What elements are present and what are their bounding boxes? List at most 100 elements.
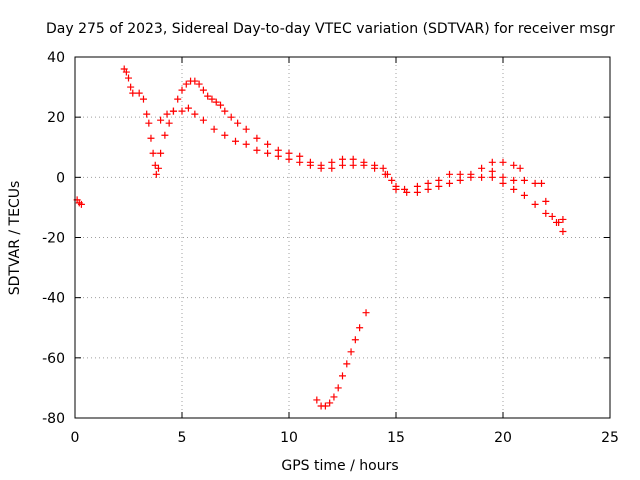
data-point <box>371 164 379 172</box>
data-point <box>139 95 147 103</box>
data-point <box>274 152 282 160</box>
x-tick-label: 15 <box>387 430 405 446</box>
data-point <box>145 119 153 127</box>
data-point <box>499 158 507 166</box>
data-point <box>184 104 192 112</box>
data-point <box>253 134 261 142</box>
data-point <box>520 191 528 199</box>
y-tick-label: -60 <box>42 351 65 367</box>
data-point <box>478 164 486 172</box>
data-point <box>520 176 528 184</box>
data-point <box>143 110 151 118</box>
data-point <box>165 119 173 127</box>
data-point <box>446 179 453 187</box>
data-point <box>274 146 282 154</box>
data-point <box>208 95 216 103</box>
data-point <box>510 176 518 184</box>
data-point <box>510 161 518 169</box>
data-point <box>334 384 342 392</box>
data-point <box>343 360 351 368</box>
series-right-branch <box>488 167 567 226</box>
data-point <box>413 182 421 190</box>
data-point <box>242 140 250 148</box>
data-point <box>542 209 550 217</box>
data-point <box>182 80 190 88</box>
data-point <box>221 107 229 115</box>
x-tick-label: 20 <box>494 430 512 446</box>
data-point <box>531 200 539 208</box>
data-point <box>328 158 336 166</box>
series-lower-track <box>157 104 567 235</box>
data-point <box>195 80 203 88</box>
data-point <box>151 161 159 169</box>
data-point <box>356 324 364 332</box>
data-point <box>339 372 346 380</box>
x-tick-label: 5 <box>178 430 187 446</box>
data-point <box>328 164 336 172</box>
data-point <box>362 309 370 317</box>
data-point <box>424 179 432 187</box>
data-point <box>347 348 355 356</box>
series-dip <box>313 309 370 410</box>
data-point <box>516 164 524 172</box>
data-point <box>467 173 475 181</box>
data-point <box>326 399 334 407</box>
data-point <box>339 161 346 169</box>
grid-lines <box>75 57 610 418</box>
data-point <box>232 137 239 145</box>
data-point <box>435 176 443 184</box>
series-upper-track <box>120 65 524 193</box>
data-point <box>559 227 567 235</box>
chart-title: Day 275 of 2023, Sidereal Day-to-day VTE… <box>46 21 615 37</box>
data-point <box>339 155 346 163</box>
data-point <box>264 149 272 157</box>
data-point <box>285 149 293 157</box>
data-point <box>381 170 389 178</box>
axis-ticks: 0 5 10 15 20 25 -80 -60 -40 -20 0 20 40 <box>42 50 619 446</box>
data-point <box>306 161 314 169</box>
data-point <box>147 134 155 142</box>
data-point <box>77 200 85 208</box>
y-tick-label: 40 <box>47 50 65 66</box>
data-point <box>499 179 507 187</box>
data-point <box>548 212 556 220</box>
data-point <box>178 107 186 115</box>
x-tick-label: 25 <box>601 430 619 446</box>
data-point <box>163 110 171 118</box>
data-point <box>446 170 453 178</box>
data-points <box>73 65 567 410</box>
data-point <box>296 152 304 160</box>
data-point <box>217 101 225 109</box>
y-tick-label: -80 <box>42 411 65 427</box>
data-point <box>321 402 329 410</box>
y-tick-label: -40 <box>42 291 65 307</box>
data-point <box>210 125 218 133</box>
y-tick-label: 20 <box>47 110 65 126</box>
data-point <box>234 119 242 127</box>
data-point <box>435 182 443 190</box>
data-point <box>559 215 567 223</box>
data-point <box>456 176 464 184</box>
data-point <box>542 197 550 205</box>
data-point <box>154 164 162 172</box>
x-tick-label: 10 <box>280 430 298 446</box>
data-point <box>330 393 338 401</box>
data-point <box>349 155 357 163</box>
y-axis-label: SDTVAR / TECUs <box>7 181 23 296</box>
data-point <box>135 89 143 97</box>
data-point <box>510 185 518 193</box>
data-point <box>478 173 486 181</box>
data-point <box>253 146 261 154</box>
data-point <box>221 131 229 139</box>
data-point <box>388 176 396 184</box>
data-point <box>555 218 563 226</box>
data-point <box>191 77 199 85</box>
data-point <box>349 161 357 169</box>
data-point <box>499 173 507 181</box>
data-point <box>157 116 165 124</box>
y-tick-label: -20 <box>42 231 65 247</box>
data-point <box>296 158 304 166</box>
data-point <box>129 89 137 97</box>
plot-frame <box>74 56 611 419</box>
